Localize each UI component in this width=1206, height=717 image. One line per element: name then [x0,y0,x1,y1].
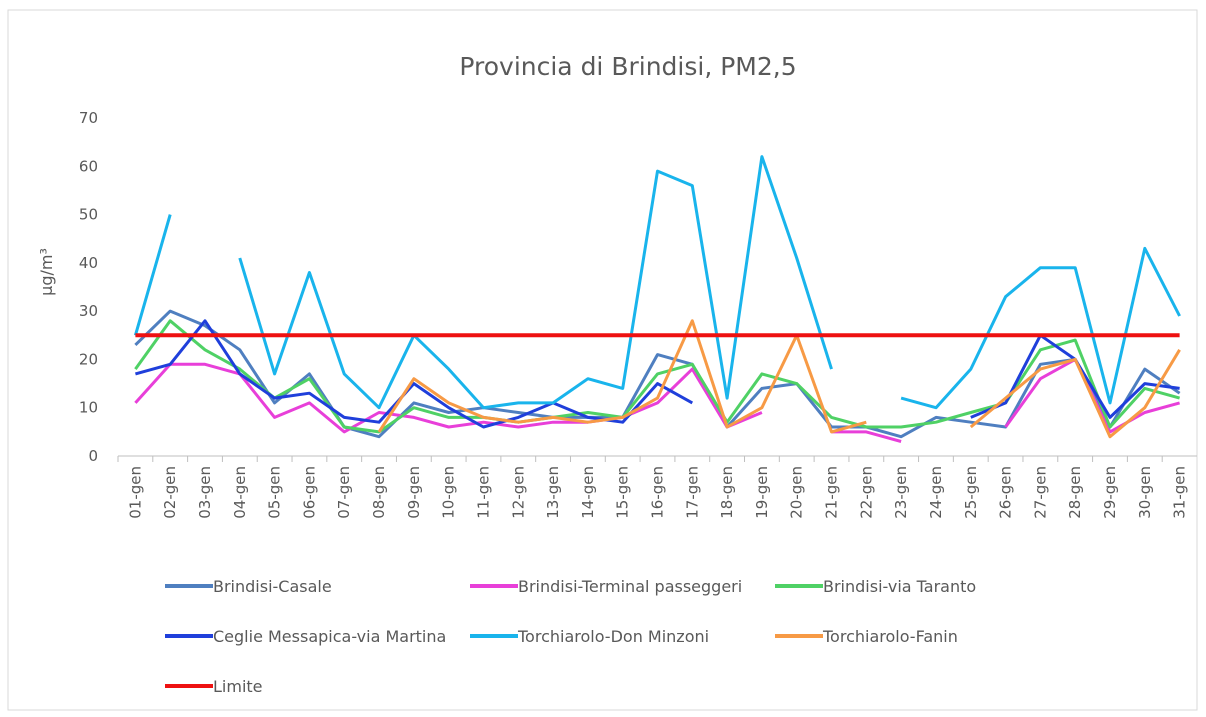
x-tick-label: 16-gen [649,466,667,519]
x-tick-label: 11-gen [474,466,492,519]
series-line [133,155,1181,410]
x-tick-label: 18-gen [718,466,736,519]
legend-label: Torchiarolo-Don Minzoni [517,627,709,646]
x-tick-label: 30-gen [1136,466,1154,519]
y-tick-label: 50 [79,206,98,224]
legend-label: Torchiarolo-Fanin [822,627,958,646]
x-tick-label: 19-gen [753,466,771,519]
x-tick-label: 09-gen [405,466,423,519]
x-tick-label: 22-gen [857,466,875,519]
x-tick-label: 28-gen [1066,466,1084,519]
y-tick-label: 0 [88,447,98,465]
x-tick-label: 31-gen [1171,466,1189,519]
x-tick-label: 03-gen [196,466,214,519]
x-tick-label: 27-gen [1031,466,1049,519]
x-tick-label: 08-gen [370,466,388,519]
legend-label: Brindisi-Casale [213,577,332,596]
x-tick-label: 12-gen [509,466,527,519]
legend-label: Brindisi-via Taranto [823,577,976,596]
chart-title: Provincia di Brindisi, PM2,5 [459,52,796,81]
x-tick-label: 20-gen [788,466,806,519]
x-tick-label: 04-gen [231,466,249,519]
x-tick-label: 14-gen [579,466,597,519]
x-tick-label: 15-gen [614,466,632,519]
x-tick-label: 17-gen [683,466,701,519]
y-axis-label: µg/m³ [37,248,56,296]
x-tick-label: 05-gen [266,466,284,519]
y-tick-label: 60 [79,157,98,175]
legend-label: Ceglie Messapica-via Martina [213,627,446,646]
x-tick-label: 23-gen [892,466,910,519]
x-tick-label: 10-gen [440,466,458,519]
x-tick-label: 25-gen [962,466,980,519]
series-line [377,319,1181,439]
x-tick-label: 13-gen [544,466,562,519]
y-tick-label: 70 [79,109,98,127]
x-tick-label: 24-gen [927,466,945,519]
x-tick-label: 02-gen [161,466,179,519]
legend-label: Brindisi-Terminal passeggeri [518,577,742,596]
x-tick-label: 26-gen [997,466,1015,519]
x-tick-label: 01-gen [126,466,144,519]
x-tick-label: 07-gen [335,466,353,519]
y-tick-label: 30 [79,302,98,320]
y-tick-label: 10 [79,399,98,417]
y-tick-label: 40 [79,254,98,272]
y-tick-label: 20 [79,350,98,368]
x-tick-label: 06-gen [300,466,318,519]
x-tick-label: 21-gen [823,466,841,519]
chart-border [7,9,1198,711]
x-tick-label: 29-gen [1101,466,1119,519]
legend-label: Limite [213,677,263,696]
